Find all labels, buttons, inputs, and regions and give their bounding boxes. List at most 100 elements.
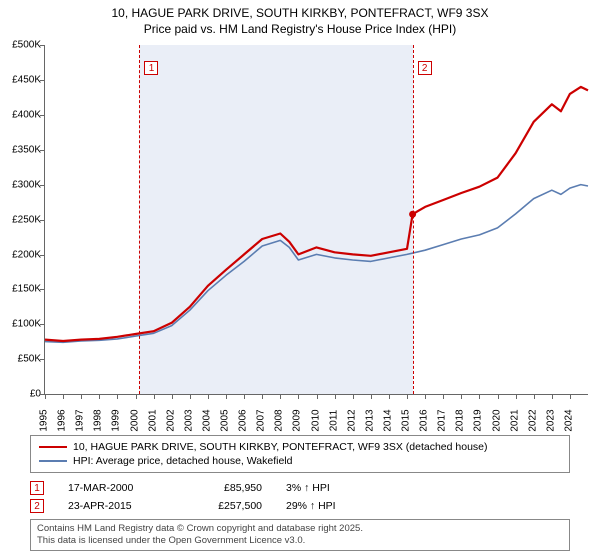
x-tick-label: 2007	[256, 410, 267, 432]
x-tick-label: 2023	[545, 410, 556, 432]
x-tick-label: 2002	[165, 410, 176, 432]
y-tick-mark	[40, 255, 45, 256]
x-tick-label: 2005	[220, 410, 231, 432]
x-tick-mark	[81, 394, 82, 399]
y-tick-label: £300K	[1, 179, 41, 190]
title-line2: Price paid vs. HM Land Registry's House …	[0, 22, 600, 38]
sales-table: 1 17-MAR-2000 £85,950 3% ↑ HPI 2 23-APR-…	[30, 479, 570, 515]
y-tick-label: £0	[1, 389, 41, 400]
legend-label: 10, HAGUE PARK DRIVE, SOUTH KIRKBY, PONT…	[73, 441, 488, 453]
sale-pct: 3% ↑ HPI	[286, 482, 376, 494]
footer-line: Contains HM Land Registry data © Crown c…	[37, 523, 563, 535]
x-tick-label: 1999	[111, 410, 122, 432]
sale-marker-line: 1	[139, 45, 140, 394]
y-tick-mark	[40, 289, 45, 290]
legend-swatch	[39, 446, 67, 448]
legend-item: HPI: Average price, detached house, Wake…	[39, 454, 561, 468]
y-tick-label: £350K	[1, 144, 41, 155]
x-tick-label: 2004	[202, 410, 213, 432]
y-tick-mark	[40, 324, 45, 325]
y-tick-mark	[40, 45, 45, 46]
x-tick-label: 2006	[238, 410, 249, 432]
x-tick-label: 2019	[473, 410, 484, 432]
y-tick-mark	[40, 220, 45, 221]
legend: 10, HAGUE PARK DRIVE, SOUTH KIRKBY, PONT…	[30, 435, 570, 473]
x-tick-mark	[498, 394, 499, 399]
y-tick-mark	[40, 115, 45, 116]
x-tick-label: 2003	[183, 410, 194, 432]
y-tick-label: £150K	[1, 284, 41, 295]
y-tick-mark	[40, 185, 45, 186]
x-tick-mark	[317, 394, 318, 399]
sale-marker-badge: 1	[144, 61, 158, 75]
x-tick-label: 1995	[39, 410, 50, 432]
x-tick-mark	[298, 394, 299, 399]
x-tick-mark	[117, 394, 118, 399]
legend-label: HPI: Average price, detached house, Wake…	[73, 455, 292, 467]
x-tick-label: 2016	[419, 410, 430, 432]
sale-marker-badge: 1	[30, 481, 44, 495]
x-tick-label: 2015	[401, 410, 412, 432]
legend-item: 10, HAGUE PARK DRIVE, SOUTH KIRKBY, PONT…	[39, 440, 561, 454]
x-tick-label: 2012	[346, 410, 357, 432]
title-line1: 10, HAGUE PARK DRIVE, SOUTH KIRKBY, PONT…	[0, 6, 600, 22]
x-tick-mark	[516, 394, 517, 399]
sale-marker-badge: 2	[30, 499, 44, 513]
x-tick-mark	[99, 394, 100, 399]
y-tick-label: £250K	[1, 214, 41, 225]
x-tick-mark	[407, 394, 408, 399]
x-tick-mark	[353, 394, 354, 399]
x-tick-label: 2024	[564, 410, 575, 432]
chart-plot-area: £0£50K£100K£150K£200K£250K£300K£350K£400…	[44, 45, 588, 395]
sale-price: £85,950	[192, 482, 262, 494]
chart-svg	[45, 45, 588, 394]
x-tick-mark	[425, 394, 426, 399]
footer-line: This data is licensed under the Open Gov…	[37, 535, 563, 547]
x-tick-mark	[443, 394, 444, 399]
x-tick-label: 2001	[147, 410, 158, 432]
y-tick-label: £100K	[1, 319, 41, 330]
x-tick-label: 2020	[491, 410, 502, 432]
series-hpi	[45, 185, 588, 343]
x-tick-mark	[154, 394, 155, 399]
x-tick-label: 2014	[383, 410, 394, 432]
footer-attribution: Contains HM Land Registry data © Crown c…	[30, 519, 570, 551]
x-tick-mark	[226, 394, 227, 399]
x-tick-mark	[63, 394, 64, 399]
x-tick-label: 2008	[274, 410, 285, 432]
x-tick-mark	[371, 394, 372, 399]
x-tick-label: 2018	[455, 410, 466, 432]
chart-title: 10, HAGUE PARK DRIVE, SOUTH KIRKBY, PONT…	[0, 0, 600, 37]
x-tick-mark	[136, 394, 137, 399]
x-tick-label: 1996	[57, 410, 68, 432]
sale-marker-badge: 2	[418, 61, 432, 75]
x-tick-mark	[479, 394, 480, 399]
sales-row: 1 17-MAR-2000 £85,950 3% ↑ HPI	[30, 479, 570, 497]
x-tick-label: 2021	[509, 410, 520, 432]
x-tick-label: 1998	[93, 410, 104, 432]
x-tick-mark	[389, 394, 390, 399]
x-tick-mark	[172, 394, 173, 399]
x-tick-label: 2022	[527, 410, 538, 432]
y-tick-label: £200K	[1, 249, 41, 260]
legend-swatch	[39, 460, 67, 462]
x-tick-mark	[335, 394, 336, 399]
sale-date: 23-APR-2015	[68, 500, 168, 512]
x-tick-mark	[534, 394, 535, 399]
y-tick-mark	[40, 150, 45, 151]
x-tick-mark	[552, 394, 553, 399]
sales-row: 2 23-APR-2015 £257,500 29% ↑ HPI	[30, 497, 570, 515]
y-tick-label: £500K	[1, 40, 41, 51]
x-tick-mark	[45, 394, 46, 399]
series-price-paid	[45, 87, 588, 341]
x-tick-mark	[280, 394, 281, 399]
x-tick-mark	[208, 394, 209, 399]
y-tick-mark	[40, 80, 45, 81]
x-tick-mark	[190, 394, 191, 399]
x-tick-label: 2009	[292, 410, 303, 432]
x-tick-label: 2013	[364, 410, 375, 432]
x-tick-label: 2000	[129, 410, 140, 432]
x-tick-label: 2017	[437, 410, 448, 432]
sale-date: 17-MAR-2000	[68, 482, 168, 494]
x-tick-mark	[262, 394, 263, 399]
